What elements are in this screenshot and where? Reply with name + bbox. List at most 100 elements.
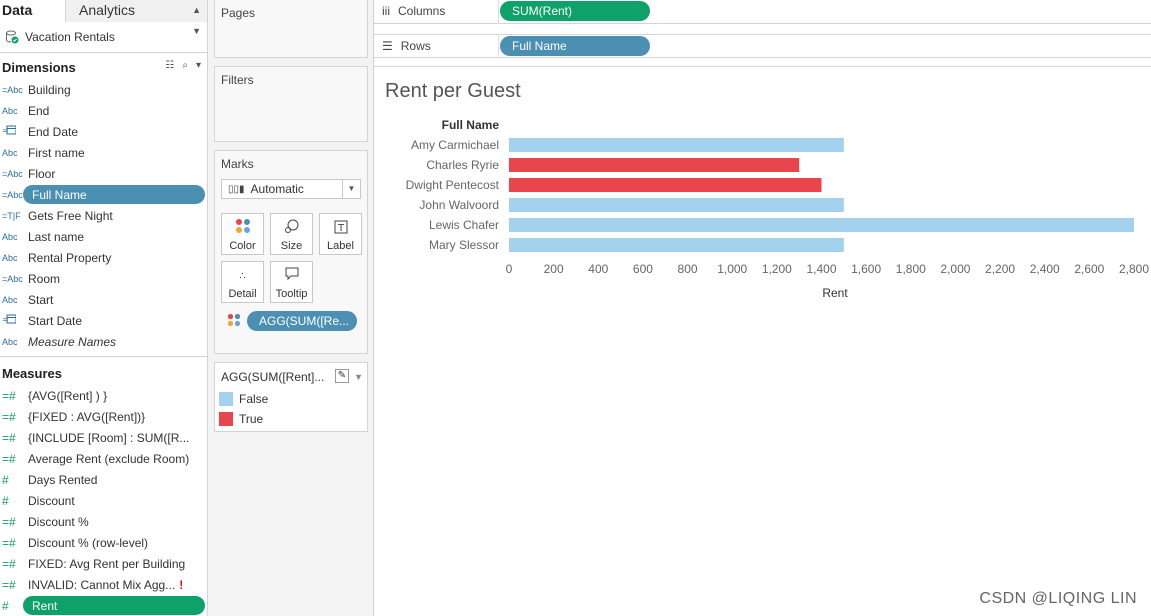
columns-label-text: Columns (398, 4, 446, 18)
measure-item[interactable]: =# Discount % (0, 511, 207, 532)
tooltip-button[interactable]: Tooltip (270, 261, 313, 303)
legend-label: False (239, 392, 269, 406)
dimension-label: Last name (28, 229, 85, 244)
dimension-item[interactable]: =Abc Building (0, 79, 207, 100)
pages-card[interactable]: Pages (214, 0, 368, 58)
dimension-item[interactable]: Abc Measure Names (0, 331, 207, 352)
color-field-pill[interactable]: AGG(SUM([Re... (247, 311, 357, 331)
rows-icon: ☰ (382, 39, 393, 53)
color-legend: AGG(SUM([Rent]... ✎ ▼ False True (214, 362, 368, 432)
dimension-item[interactable]: Abc Start (0, 289, 207, 310)
dimension-item[interactable]: =Abc Full Name (0, 184, 207, 205)
dimension-item[interactable]: =Abc Room (0, 268, 207, 289)
columns-pill[interactable]: SUM(Rent) (500, 1, 650, 21)
color-dots-icon (222, 218, 263, 240)
row-label: Charles Ryrie (426, 158, 499, 172)
color-button-label: Color (229, 240, 256, 252)
shelf-separator (498, 35, 499, 57)
x-tick-label: 2,600 (1074, 262, 1104, 276)
rows-pill[interactable]: Full Name (500, 36, 650, 56)
x-tick-label: 2,000 (940, 262, 970, 276)
legend-swatch (219, 392, 233, 406)
measure-item[interactable]: # Days Rented (0, 469, 207, 490)
dimension-item[interactable]: Abc Rental Property (0, 247, 207, 268)
columns-shelf[interactable]: iii Columns SUM(Rent) (374, 0, 1151, 24)
row-label: Amy Carmichael (411, 138, 499, 152)
mark-type-select[interactable]: ▯▯▮ Automatic ▼ (221, 179, 361, 199)
section-divider (0, 356, 207, 357)
chevron-down-icon[interactable]: ▾ (195, 60, 201, 71)
dimension-type-icon: Abc (2, 336, 18, 347)
dimension-item[interactable]: =Abc Floor (0, 163, 207, 184)
datasource-icon (5, 30, 19, 44)
tab-spinner-icon[interactable]: ▲ ▼ (192, 5, 201, 36)
dimension-item[interactable]: = End Date (0, 121, 207, 142)
tab-analytics-label: Analytics (79, 2, 136, 18)
dimension-type-icon: Abc (2, 105, 18, 116)
tab-analytics[interactable]: Analytics ▲ ▼ (66, 0, 207, 36)
measure-hash-icon: =# (2, 535, 16, 550)
svg-text:=: = (2, 315, 9, 324)
measure-item[interactable]: =# FIXED: Avg Rent per Building (0, 553, 207, 574)
dimension-item[interactable]: Abc Last name (0, 226, 207, 247)
chevron-down-icon[interactable]: ▼ (354, 372, 363, 382)
x-tick-label: 1,200 (762, 262, 792, 276)
dimension-type-icon: =T|F (2, 210, 21, 221)
datasource-item[interactable]: Vacation Rentals (0, 22, 207, 53)
x-tick-label: 0 (506, 262, 513, 276)
color-dots-icon (227, 313, 241, 330)
legend-item[interactable]: False (215, 389, 367, 409)
measure-hash-icon: =# (2, 409, 16, 424)
detail-button[interactable]: ∴ Detail (221, 261, 264, 303)
measure-item[interactable]: =# INVALID: Cannot Mix Agg...! (0, 574, 207, 595)
view-list-icon[interactable]: ☷ (165, 60, 175, 71)
dimensions-title: Dimensions (2, 59, 76, 75)
color-button[interactable]: Color (221, 213, 264, 255)
x-tick-label: 800 (678, 262, 698, 276)
mark-type-value: Automatic (250, 182, 304, 196)
measure-item[interactable]: =# {AVG([Rent] ) } (0, 385, 207, 406)
bar[interactable] (509, 198, 844, 212)
dimension-item[interactable]: Abc First name (0, 142, 207, 163)
bar[interactable] (509, 238, 844, 252)
label-button-label: Label (327, 240, 354, 252)
dimension-item[interactable]: Abc End (0, 100, 207, 121)
row-label: Dwight Pentecost (406, 178, 500, 192)
dimension-label: End Date (28, 124, 79, 139)
measure-label: Days Rented (28, 472, 98, 487)
edit-pencil-icon[interactable]: ✎ (335, 369, 349, 383)
dimension-label: End (28, 103, 50, 118)
legend-item[interactable]: True (215, 409, 367, 429)
filters-card[interactable]: Filters (214, 66, 368, 142)
measure-item[interactable]: # Rent (0, 595, 207, 616)
measure-item[interactable]: =# Average Rent (exclude Room) (0, 448, 207, 469)
measure-hash-icon: =# (2, 577, 16, 592)
pages-title: Pages (221, 6, 256, 20)
bar[interactable] (509, 158, 800, 172)
pane-tabs: Data Analytics ▲ ▼ (0, 0, 207, 36)
measure-item[interactable]: # Discount (0, 490, 207, 511)
bar-chart: Full Name Amy Carmichael Charles Ryrie Dwig… (406, 118, 1150, 300)
measure-label: {FIXED : AVG([Rent])} (28, 409, 146, 424)
measure-item[interactable]: =# {FIXED : AVG([Rent])} (0, 406, 207, 427)
x-tick-label: 1,600 (851, 262, 881, 276)
measure-item[interactable]: =# {INCLUDE [Room] : SUM([R... (0, 427, 207, 448)
bar[interactable] (509, 178, 822, 192)
warning-icon: ! (179, 577, 184, 592)
chevron-down-icon[interactable]: ▼ (342, 180, 360, 198)
tab-data[interactable]: Data (0, 0, 66, 22)
dimension-item[interactable]: = Start Date (0, 310, 207, 331)
measure-item[interactable]: =# Discount % (row-level) (0, 532, 207, 553)
bar[interactable] (509, 138, 844, 152)
size-button-label: Size (280, 240, 303, 252)
search-icon[interactable]: ⌕ (182, 60, 188, 71)
row-label: Lewis Chafer (429, 218, 499, 232)
x-tick-label: 1,400 (806, 262, 836, 276)
rows-shelf[interactable]: ☰ Rows Full Name (374, 34, 1151, 58)
label-button[interactable]: T Label (319, 213, 362, 255)
filters-title: Filters (221, 73, 254, 87)
bar[interactable] (509, 218, 1134, 232)
size-button[interactable]: Size (270, 213, 313, 255)
dimension-item[interactable]: =T|F Gets Free Night (0, 205, 207, 226)
measure-label: Rent (32, 598, 58, 613)
